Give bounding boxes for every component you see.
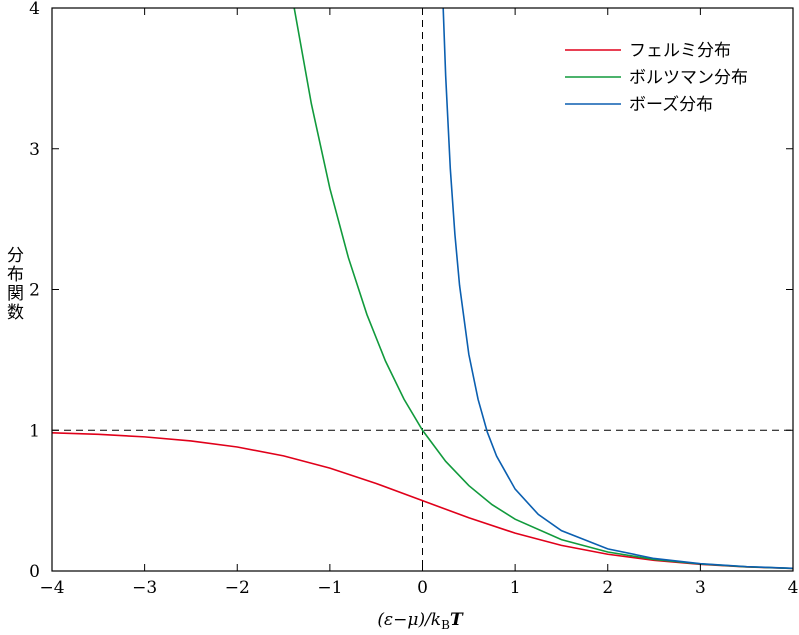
x-label-main: (ε−μ)/k: [377, 610, 441, 630]
y-axis-label: 分布関数: [3, 246, 24, 322]
x-tick-label: −1: [317, 578, 342, 598]
y-tick-label: 4: [29, 0, 40, 19]
x-tick-label: −3: [132, 578, 157, 598]
plot-area: [52, 8, 793, 571]
x-tick-label: 3: [695, 578, 706, 598]
x-tick-label: 1: [510, 578, 521, 598]
y-tick-label: 3: [29, 140, 40, 160]
x-tick-label: −4: [39, 578, 64, 598]
legend-label: フェルミ分布: [629, 41, 731, 61]
legend-label: ボルツマン分布: [629, 68, 748, 88]
legend-label: ボーズ分布: [629, 95, 713, 115]
x-tick-label: −2: [225, 578, 250, 598]
y-tick-label: 1: [29, 421, 40, 441]
y-tick-label: 2: [29, 281, 40, 301]
y-tick-label: 0: [29, 562, 40, 582]
x-label-sub: B: [441, 618, 450, 632]
x-label-end: T: [450, 610, 464, 630]
line-series: [293, 8, 793, 570]
x-tick-label: 2: [602, 578, 613, 598]
x-tick-label: 0: [417, 578, 428, 598]
line-series: [442, 8, 793, 570]
x-axis-label: (ε−μ)/kBT: [377, 610, 464, 632]
x-tick-label: 4: [788, 578, 799, 598]
